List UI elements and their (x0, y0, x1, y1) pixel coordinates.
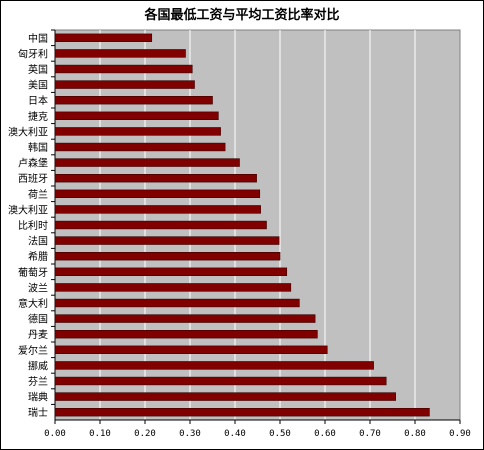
bar (54, 252, 281, 261)
chart-title: 各国最低工资与平均工资比率对比 (143, 7, 339, 23)
category-label: 比利时 (18, 220, 48, 232)
category-label: 波兰 (28, 281, 48, 294)
category-label: 韩国 (28, 141, 48, 154)
bar (54, 361, 374, 370)
category-label: 美国 (28, 79, 48, 92)
bar (54, 49, 186, 58)
x-tick-label: 0.70 (359, 429, 381, 439)
x-tick-label: 0.80 (404, 429, 426, 439)
bar (54, 267, 288, 276)
x-tick-label: 0.50 (269, 429, 291, 439)
category-label: 日本 (28, 94, 48, 107)
category-label: 英国 (28, 63, 48, 76)
category-label: 中国 (28, 32, 48, 45)
bar (54, 174, 257, 183)
bar (54, 158, 240, 167)
category-label: 匈牙利 (18, 47, 48, 60)
bar (54, 236, 280, 245)
category-label: 瑞士 (28, 406, 48, 419)
x-tick-label: 0.10 (89, 429, 111, 439)
bar (54, 407, 430, 417)
bar (54, 314, 316, 323)
x-axis-ticks: 0.00 0.10 0.20 0.30 0.40 0.50 0.60 0.70 0.80 0.90 (44, 420, 471, 439)
bar (54, 96, 213, 105)
category-label: 西班牙 (18, 173, 48, 185)
bar (54, 127, 221, 136)
category-label: 挪威 (28, 359, 48, 372)
x-tick-label: 0.40 (224, 429, 246, 439)
category-label: 荷兰 (28, 188, 48, 201)
category-label: 意大利 (18, 297, 48, 310)
category-label: 瑞典 (28, 391, 48, 404)
x-tick-label: 0.20 (134, 429, 156, 439)
x-tick-label: 0.90 (449, 429, 471, 439)
bar (54, 345, 328, 354)
bar (54, 376, 387, 386)
x-tick-label: 0.30 (179, 429, 201, 439)
category-label: 法国 (28, 235, 48, 248)
bar (54, 189, 261, 198)
bar (54, 64, 193, 74)
category-label: 捷克 (28, 110, 48, 123)
bar (54, 111, 219, 121)
category-label: 葡萄牙 (18, 266, 48, 279)
category-label: 爱尔兰 (18, 344, 48, 357)
bar (54, 220, 267, 230)
category-label: 德国 (28, 313, 48, 326)
category-label: 希腊 (28, 250, 48, 263)
category-label: 澳大利亚 (8, 203, 48, 216)
category-label: 芬兰 (28, 375, 48, 388)
bar (54, 283, 292, 292)
bar (54, 33, 153, 43)
bars (54, 33, 430, 417)
category-label: 丹麦 (28, 329, 48, 341)
category-label: 卢森堡 (18, 157, 48, 170)
x-tick-label: 0.60 (314, 429, 336, 439)
category-label: 澳大利亚 (8, 125, 48, 138)
bar (54, 80, 195, 89)
bar (54, 205, 261, 214)
x-tick-label: 0.00 (44, 429, 66, 439)
bar (54, 392, 396, 401)
bar (54, 142, 226, 152)
bar (54, 329, 318, 339)
y-axis-categories: 中国匈牙利英国美国日本捷克澳大利亚韩国卢森堡西班牙荷兰澳大利亚比利时法国希腊葡萄… (8, 29, 55, 419)
bar (54, 298, 300, 308)
